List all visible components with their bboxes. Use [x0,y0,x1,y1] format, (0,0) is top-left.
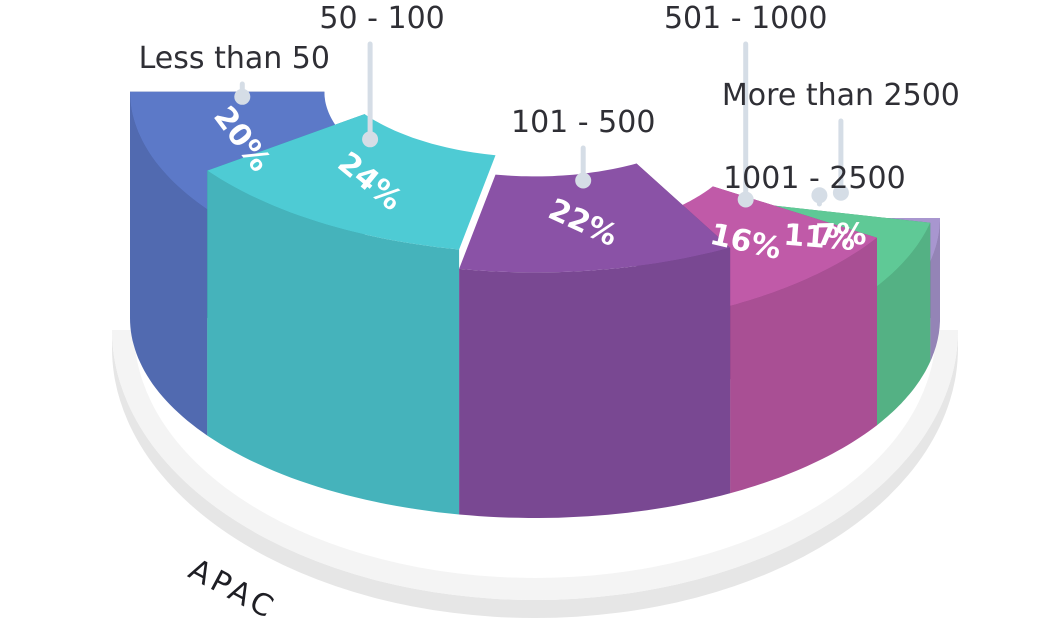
region-label: APAC [183,552,282,627]
chart-segments [130,91,940,518]
leader-dot-501-1000 [737,191,754,208]
leader-dot-less-than-50 [234,88,251,105]
segment-front-face [130,91,208,436]
segment-front-face [459,247,731,518]
segment-50-100 [207,114,496,515]
segment-front-face [730,237,877,494]
segment-101-500 [459,163,731,518]
leader-dot-50-100 [362,131,379,148]
segment-top-face [207,114,496,250]
leader-dot-more-than-2500 [832,184,849,201]
segment-front-face [207,170,460,515]
category-label-1001-2500: 1001 - 2500 [723,161,906,196]
segment-top-face [636,186,877,306]
category-label-less-than-50: Less than 50 [139,41,330,76]
leader-dot-1001-2500 [811,187,828,204]
category-label-50-100: 50 - 100 [319,1,444,36]
category-label-101-500: 101 - 500 [511,105,655,140]
leader-dot-101-500 [575,172,592,189]
category-label-501-1000: 501 - 1000 [664,1,828,36]
segment-501-1000 [636,186,877,494]
value-label-more-than-2500: 7% [815,217,867,253]
value-label-1001-2500: 11% [782,218,856,258]
segment-top-face [459,163,731,273]
segment-front-face [930,218,940,362]
leader-lines [234,41,849,208]
segment-top-face [130,91,365,210]
category-label-more-than-2500: More than 2500 [722,78,960,113]
segment-front-face [877,222,931,426]
